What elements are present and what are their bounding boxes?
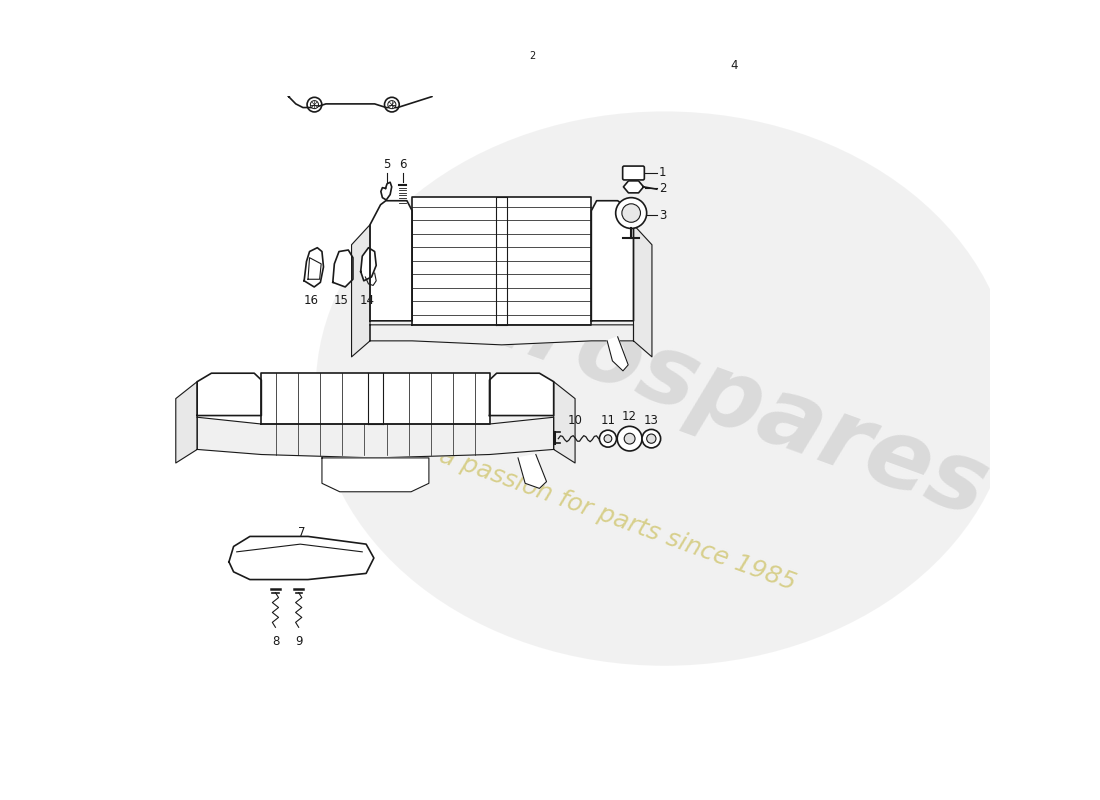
Polygon shape	[518, 454, 547, 488]
Text: 2: 2	[659, 182, 667, 195]
Polygon shape	[176, 382, 197, 463]
Text: 9: 9	[295, 635, 302, 648]
Polygon shape	[333, 250, 353, 287]
Text: 8: 8	[272, 635, 279, 648]
Circle shape	[310, 101, 319, 109]
Text: a passion for parts since 1985: a passion for parts since 1985	[437, 444, 800, 595]
Polygon shape	[592, 201, 634, 321]
Text: 6: 6	[399, 158, 406, 170]
Circle shape	[621, 204, 640, 222]
Polygon shape	[370, 325, 634, 345]
Polygon shape	[197, 373, 262, 415]
Text: 5: 5	[384, 158, 390, 170]
Polygon shape	[229, 537, 374, 579]
Polygon shape	[624, 181, 644, 193]
Polygon shape	[340, 67, 415, 80]
Polygon shape	[490, 373, 553, 415]
Polygon shape	[634, 225, 652, 357]
Text: 10: 10	[568, 414, 583, 427]
Polygon shape	[197, 418, 553, 458]
Circle shape	[600, 430, 616, 447]
Circle shape	[624, 434, 635, 444]
Text: 2: 2	[529, 51, 536, 61]
Text: 13: 13	[644, 414, 659, 427]
Text: 16: 16	[304, 294, 319, 307]
FancyBboxPatch shape	[623, 166, 645, 180]
Polygon shape	[322, 458, 429, 492]
Text: 15: 15	[334, 294, 349, 307]
Circle shape	[617, 426, 642, 451]
Polygon shape	[262, 373, 490, 424]
Polygon shape	[288, 66, 432, 107]
Text: 11: 11	[601, 414, 615, 427]
Text: eurospares: eurospares	[390, 240, 1000, 538]
Polygon shape	[352, 225, 370, 357]
Polygon shape	[412, 197, 592, 325]
Circle shape	[647, 434, 656, 443]
Circle shape	[604, 434, 612, 442]
Polygon shape	[607, 337, 628, 371]
Polygon shape	[304, 248, 323, 287]
Text: 4: 4	[730, 58, 738, 72]
Text: 1: 1	[659, 166, 667, 179]
Polygon shape	[361, 248, 376, 281]
Polygon shape	[370, 201, 412, 321]
Text: 14: 14	[360, 294, 374, 307]
Text: 7: 7	[298, 526, 306, 538]
Text: 12: 12	[623, 410, 637, 423]
Polygon shape	[553, 382, 575, 463]
Circle shape	[642, 430, 661, 448]
Circle shape	[388, 101, 396, 109]
Polygon shape	[448, 36, 711, 81]
Ellipse shape	[316, 111, 1013, 666]
Text: 3: 3	[659, 209, 667, 222]
Circle shape	[616, 198, 647, 229]
